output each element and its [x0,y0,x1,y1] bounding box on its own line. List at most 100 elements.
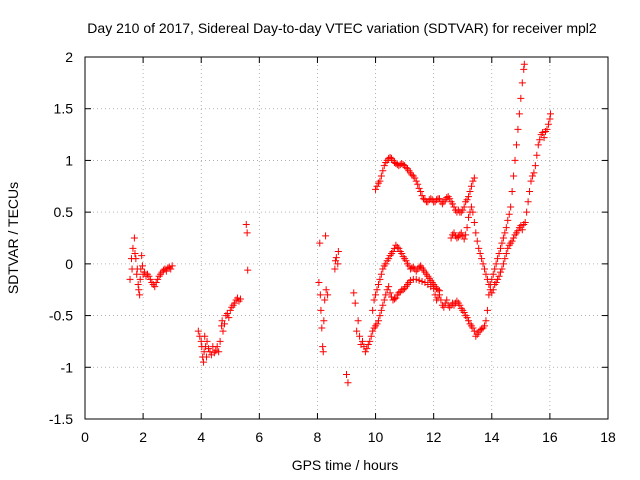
data-point [469,177,477,185]
data-point [242,221,250,229]
data-point [216,337,224,345]
data-point [467,203,475,211]
x-tick-label: 12 [426,429,442,445]
x-tick-label: 18 [600,429,616,445]
data-point [139,262,147,270]
data-point [514,227,522,235]
data-point [138,252,146,260]
data-point [520,65,528,73]
data-point [463,196,471,204]
data-point [460,203,468,211]
data-point [151,283,159,291]
data-point [524,198,532,206]
data-point [515,110,523,118]
data-point [488,289,496,297]
data-point [492,278,500,286]
data-point [316,239,324,247]
data-point [530,169,538,177]
y-tick-label: -1.5 [49,411,73,427]
data-point [491,265,499,273]
data-point [521,218,529,226]
data-point [134,281,142,289]
data-point [498,239,506,247]
data-point [402,164,410,172]
data-point [319,348,327,356]
data-point [504,216,512,224]
data-point [382,291,390,299]
data-point [376,275,384,283]
data-point [234,294,242,302]
data-point [200,358,208,366]
data-point [457,229,465,237]
data-point [502,224,510,232]
data-point [377,172,385,180]
data-point [385,255,393,263]
data-point [449,200,457,208]
data-points [126,60,554,387]
data-point [427,195,435,203]
data-point [380,162,388,170]
data-point [501,255,509,263]
x-tick-label: 14 [484,429,500,445]
data-point [465,317,473,325]
data-point [392,294,400,302]
data-point [136,291,144,299]
data-point [417,187,425,195]
data-point [502,250,510,258]
data-point [393,243,401,251]
data-point [356,332,364,340]
data-point [463,314,471,322]
data-point [126,275,134,283]
data-point [456,301,464,309]
data-point [332,254,340,262]
data-point [372,185,380,193]
data-point [206,348,214,356]
x-tick-label: 0 [81,429,89,445]
data-point [467,182,475,190]
data-point [212,347,220,355]
data-point [495,272,503,280]
x-tick-label: 6 [255,429,263,445]
x-axis-label: GPS time / hours [292,457,399,473]
y-tick-label: 0.5 [54,204,74,220]
y-tick-label: -1 [61,359,74,375]
data-point [243,229,251,237]
data-point [398,250,406,258]
data-point [543,125,551,133]
data-point [435,287,443,295]
data-point [383,286,391,294]
data-point [377,306,385,314]
data-point [546,110,554,118]
data-point [322,286,330,294]
data-point [435,195,443,203]
data-point [395,244,403,252]
data-point [476,250,484,258]
data-point [415,276,423,284]
data-point [135,286,143,294]
data-point [133,270,141,278]
data-point [130,234,138,242]
data-point [523,208,531,216]
data-point [450,229,458,237]
data-point [344,379,352,387]
data-point [481,265,489,273]
data-point [512,141,520,149]
plot-frame [84,56,609,420]
data-point [363,345,371,353]
data-point [479,260,487,268]
data-point [507,203,515,211]
data-point [353,327,361,335]
data-point [395,289,403,297]
data-point [129,244,137,252]
data-point [231,299,239,307]
data-point [367,332,375,340]
data-point [202,353,210,361]
data-point [370,296,378,304]
data-point [154,275,162,283]
data-point [376,312,384,320]
data-point [324,291,332,299]
data-point [508,237,516,245]
data-point [505,210,513,218]
data-point [137,265,145,273]
data-point [443,296,451,304]
